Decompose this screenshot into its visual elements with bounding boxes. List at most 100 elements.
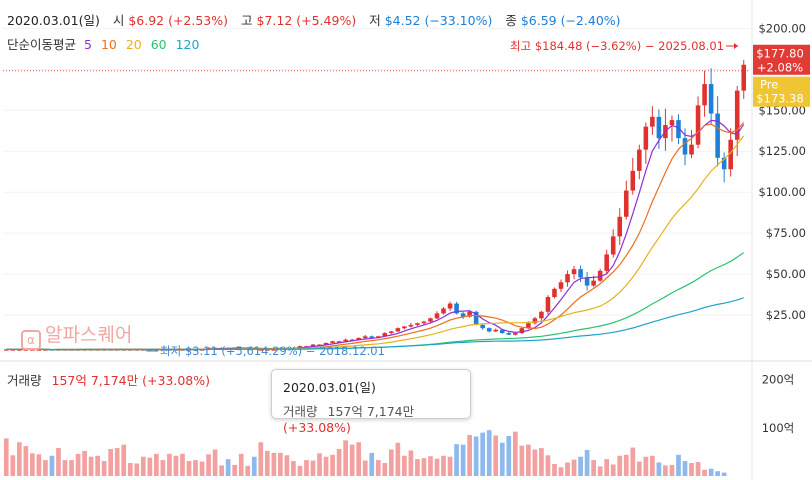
volume-bar (571, 459, 577, 476)
candle-body (349, 339, 355, 341)
volume-bar (467, 435, 472, 476)
price-tick-label: $100.00 (758, 185, 806, 199)
candle-body (493, 329, 499, 332)
volume-bar (650, 455, 655, 476)
candle-body (499, 329, 505, 334)
candle-body (656, 116, 662, 139)
volume-bar (565, 462, 570, 476)
candle-body (513, 333, 518, 335)
volume-bar (689, 462, 694, 476)
volume-bar (69, 460, 74, 476)
watermark-text: 알파스퀘어 (45, 324, 133, 346)
volume-bar (232, 464, 238, 476)
volume-bar (323, 456, 329, 476)
candle-body (30, 349, 35, 351)
candle-body (604, 254, 609, 271)
volume-bar (356, 442, 362, 476)
volume-bar (160, 460, 166, 476)
volume-bar (264, 450, 270, 476)
candle-body (460, 313, 466, 317)
volume-bar (101, 461, 107, 476)
candle-body (519, 328, 525, 334)
volume-bar (108, 449, 114, 476)
candle-body (565, 274, 570, 283)
volume-bar (147, 457, 153, 476)
ma-title: 단순이동평균 (7, 37, 77, 52)
ma-period-120[interactable]: 120 (175, 37, 200, 52)
volume-bar (3, 438, 9, 476)
candle-body (558, 282, 564, 289)
tooltip-value: 157억 7,174만 (327, 404, 415, 419)
candle-body (402, 326, 407, 329)
volume-bar (193, 460, 198, 476)
candle-body (317, 344, 322, 346)
volume-bar (127, 462, 133, 476)
volume-bar (212, 449, 218, 476)
candle-body (441, 308, 446, 314)
candle-body (3, 349, 9, 351)
candle-body (408, 324, 414, 327)
price-tick-label: $75.00 (766, 226, 806, 240)
volume-bar (421, 458, 427, 476)
volume-bar (584, 449, 590, 476)
candle-body (610, 236, 616, 255)
candle-body (336, 341, 342, 343)
high-label: 고 (241, 13, 253, 28)
volume-bar (441, 455, 446, 476)
current-price-tag (753, 44, 810, 75)
candle-body (571, 269, 577, 275)
volume-bar (10, 455, 16, 476)
candle-body (265, 349, 270, 351)
candle-body (682, 138, 688, 155)
candle-body (532, 318, 538, 324)
volume-bar (643, 456, 649, 476)
volume-bar (519, 445, 525, 476)
open-value: $6.92 (+2.53%) (128, 13, 229, 28)
high-marker-label: 최고 $184.48 (−3.62%) − 2025.08.01 (510, 39, 724, 53)
volume-bar (134, 463, 140, 476)
price-tick-label: $25.00 (766, 308, 806, 322)
price-tick-label: $150.00 (758, 103, 806, 117)
volume-bar (480, 432, 486, 476)
volume-bar (75, 453, 81, 476)
ma-period-5[interactable]: 5 (84, 37, 92, 52)
volume-bar (526, 444, 531, 476)
volume-bar (140, 456, 146, 476)
candle-body (43, 349, 48, 351)
volume-bar (532, 449, 538, 476)
volume-bar (317, 453, 322, 476)
ma-legend[interactable]: 단순이동평균 5 10 20 60 120 (7, 34, 204, 53)
candle-body (467, 311, 472, 317)
volume-bar (656, 462, 662, 476)
candle-body (650, 116, 655, 127)
tooltip-change: (+33.08%) (283, 420, 351, 435)
volume-bar (454, 444, 459, 476)
volume-value: 157억 7,174만 (+33.08%) (51, 373, 210, 388)
volume-bar (245, 465, 251, 476)
ma-period-20[interactable]: 20 (125, 37, 142, 52)
candle-body (473, 311, 479, 325)
candle-body (721, 157, 727, 170)
volume-bar (630, 447, 636, 476)
volume-bar (460, 444, 466, 476)
volume-bar (395, 442, 401, 476)
tooltip-label: 거래량 (283, 404, 318, 419)
volume-bar (591, 460, 596, 476)
candle-body (343, 339, 348, 342)
volume-bar (238, 453, 244, 476)
candle-body (356, 337, 361, 340)
volume-bar (604, 459, 610, 476)
current-price-label: $177.80 (756, 47, 804, 61)
candle-body (486, 328, 492, 332)
volume-bar (578, 456, 583, 476)
volume-bar (121, 444, 127, 476)
candle-body (734, 90, 740, 140)
volume-bar (415, 459, 420, 476)
ma-period-10[interactable]: 10 (100, 37, 117, 52)
volume-bar (447, 456, 453, 476)
ma-period-60[interactable]: 60 (150, 37, 167, 52)
volume-bar (30, 453, 35, 476)
candle-body (708, 84, 714, 114)
volume-bar (186, 461, 192, 476)
